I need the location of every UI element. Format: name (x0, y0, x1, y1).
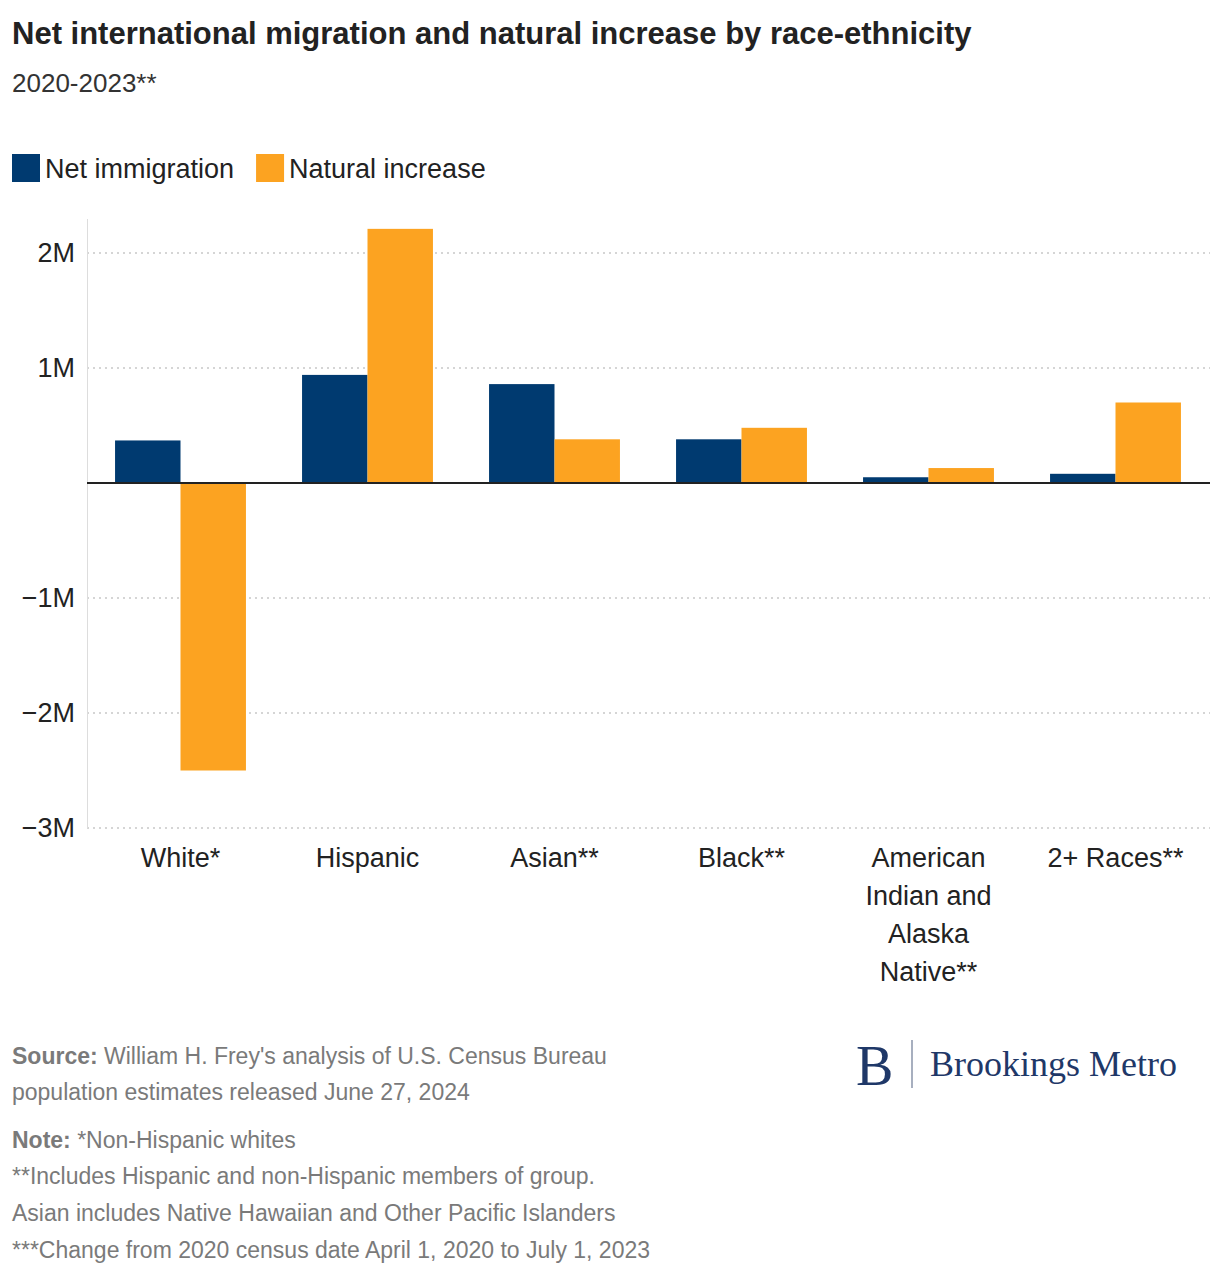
y-tick-label: −1M (22, 583, 75, 613)
source-text: population estimates released June 27, 2… (12, 1079, 470, 1105)
bar (555, 439, 620, 483)
legend-swatch (12, 154, 40, 182)
y-tick-label: −2M (22, 698, 75, 728)
legend-item: Net immigration (12, 154, 234, 184)
logo-mark: B (856, 1035, 893, 1097)
y-tick: −2M (22, 698, 87, 728)
legend-label: Natural increase (289, 154, 486, 184)
legend-label: Net immigration (45, 154, 234, 184)
grid-line (87, 597, 1210, 599)
bar (1116, 403, 1181, 484)
bar (676, 439, 741, 483)
x-tick-label: White* (141, 843, 221, 873)
bar (115, 440, 180, 483)
bar (742, 428, 807, 483)
logo: B Brookings Metro (856, 1035, 1177, 1097)
logo-divider (911, 1040, 913, 1088)
bar (302, 375, 367, 483)
chart: Net international migration and natural … (0, 0, 1220, 1280)
source: Source: William H. Frey's analysis of U.… (12, 1043, 607, 1105)
notes: Note: *Non-Hispanic whites **Includes His… (12, 1127, 650, 1263)
title: Net international migration and natural … (12, 16, 972, 51)
note-text: **Includes Hispanic and non-Hispanic mem… (12, 1163, 595, 1189)
baseline (87, 482, 1210, 484)
source-text: Source: William H. Frey's analysis of U.… (12, 1043, 607, 1069)
x-axis: White* Hispanic Asian** Black** AmericanIndi… (141, 843, 1184, 987)
bar (368, 229, 433, 483)
y-tick: −3M (22, 813, 87, 843)
grid-line (87, 367, 1210, 369)
grid-line (87, 827, 1210, 829)
legend-item: Natural increase (256, 154, 486, 184)
bar (929, 468, 994, 483)
grid-line (87, 252, 1210, 254)
y-axis: 2M 1M −1M −2M −3M (22, 219, 88, 843)
y-tick: −1M (22, 583, 87, 613)
y-tick: 1M (37, 353, 87, 383)
y-tick: 2M (37, 238, 87, 268)
grid (87, 253, 1210, 828)
x-tick-label: Black** (698, 843, 786, 873)
bar (181, 483, 246, 771)
logo-text: Brookings Metro (930, 1044, 1177, 1084)
y-tick-label: 2M (37, 238, 75, 268)
note-text: Note: *Non-Hispanic whites (12, 1127, 296, 1153)
note-text: ***Change from 2020 census date April 1,… (12, 1237, 650, 1263)
y-tick-label: −3M (22, 813, 75, 843)
note-text: Asian includes Native Hawaiian and Other… (12, 1200, 615, 1226)
y-axis-line (87, 219, 88, 829)
legend: Net immigration Natural increase (12, 154, 486, 184)
grid-line (87, 712, 1210, 714)
bar (1050, 474, 1115, 483)
y-tick-label: 1M (37, 353, 75, 383)
x-tick-label: AmericanIndian andAlaskaNative** (865, 843, 991, 987)
x-tick-label: 2+ Races** (1048, 843, 1184, 873)
bars (115, 229, 1181, 771)
legend-swatch (256, 154, 284, 182)
x-tick-label: Asian** (510, 843, 599, 873)
x-tick-label: Hispanic (316, 843, 420, 873)
bar (489, 384, 554, 483)
subtitle: 2020-2023** (12, 68, 157, 98)
